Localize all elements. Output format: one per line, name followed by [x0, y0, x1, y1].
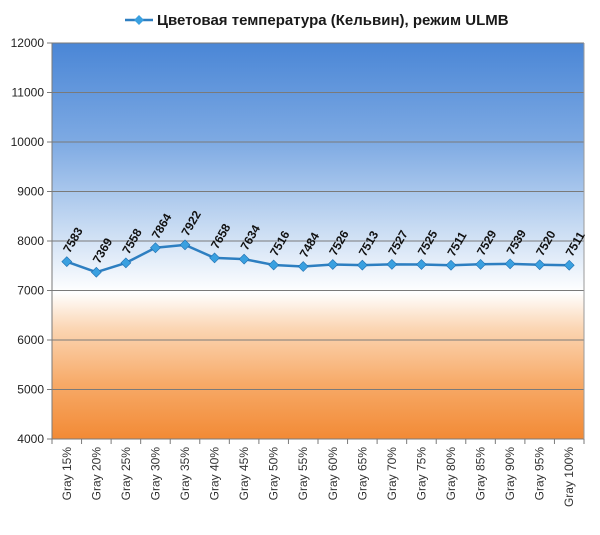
y-tick-label: 12000 [11, 36, 45, 50]
data-point [120, 257, 132, 269]
x-tick-label: Gray 95% [533, 447, 547, 501]
data-point [327, 259, 339, 270]
x-tick-label: Gray 15% [60, 447, 74, 501]
axes [47, 42, 585, 444]
data-point [90, 266, 102, 278]
x-tick-label: Gray 100% [562, 447, 576, 507]
y-tick-label: 8000 [17, 234, 44, 248]
data-point [356, 259, 368, 271]
y-tick-label: 7000 [17, 284, 44, 298]
y-tick-label: 11000 [12, 86, 45, 100]
data-point [150, 242, 161, 254]
legend-marker [134, 15, 144, 25]
data-point [209, 252, 220, 264]
x-tick-label: Gray 40% [208, 447, 222, 501]
series-layer [61, 239, 575, 278]
data-point [534, 259, 546, 271]
x-tick-label: Gray 90% [503, 447, 517, 501]
data-point [61, 256, 73, 268]
x-tick-label: Gray 25% [119, 447, 133, 501]
x-tick-label: Gray 30% [148, 447, 162, 501]
data-point [297, 261, 309, 272]
legend-label: Цветовая температура (Кельвин), режим UL… [157, 12, 509, 29]
data-point [445, 259, 457, 271]
data-point [475, 258, 486, 270]
x-tick-label: Gray 35% [178, 447, 192, 501]
x-tick-label: Gray 20% [89, 447, 103, 501]
x-tick-label: Gray 50% [267, 447, 281, 501]
legend: Цветовая температура (Кельвин), режим UL… [125, 12, 509, 29]
y-axis-ticks: 4000 5000 6000 7000 8000 9000 10000 11000 12000 [11, 36, 45, 446]
data-point [386, 259, 398, 270]
x-tick-label: Gray 70% [385, 447, 399, 501]
data-point [563, 259, 575, 271]
y-tick-label: 10000 [11, 135, 45, 149]
x-tick-label: Gray 80% [444, 447, 458, 501]
y-tick-label: 9000 [17, 185, 44, 199]
x-axis-ticks: Gray 15% Gray 20% Gray 25% Gray 30% Gray 35%… [60, 447, 576, 507]
x-tick-label: Gray 85% [474, 447, 488, 501]
x-tick-label: Gray 75% [414, 447, 428, 501]
x-tick-label: Gray 45% [237, 447, 251, 501]
data-point [179, 239, 191, 251]
x-tick-label: Gray 55% [296, 447, 310, 501]
data-point [238, 253, 250, 265]
x-tick-label: Gray 60% [326, 447, 340, 501]
y-tick-label: 6000 [17, 333, 44, 347]
x-tick-label: Gray 65% [355, 447, 369, 501]
y-tick-label: 4000 [17, 432, 44, 446]
y-tick-label: 5000 [17, 383, 44, 397]
data-point [268, 259, 280, 271]
data-point [416, 259, 427, 270]
data-point [504, 258, 516, 270]
